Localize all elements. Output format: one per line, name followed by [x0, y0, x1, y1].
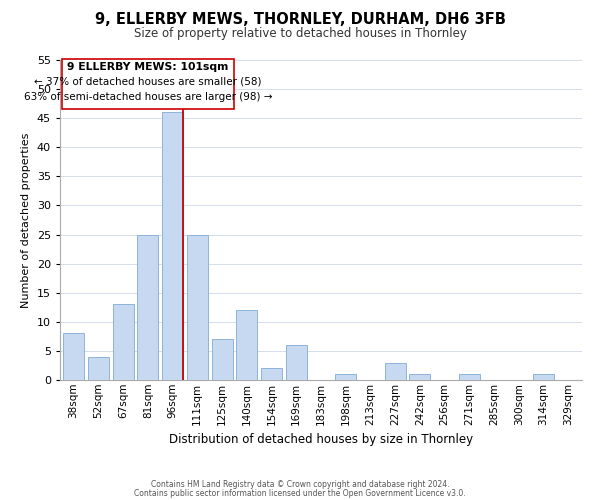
X-axis label: Distribution of detached houses by size in Thornley: Distribution of detached houses by size … — [169, 433, 473, 446]
Bar — [533, 374, 554, 380]
Bar — [286, 345, 307, 380]
Bar — [63, 334, 84, 380]
Text: Size of property relative to detached houses in Thornley: Size of property relative to detached ho… — [134, 28, 466, 40]
Bar — [385, 362, 406, 380]
Y-axis label: Number of detached properties: Number of detached properties — [21, 132, 31, 308]
Bar — [137, 234, 158, 380]
Bar — [409, 374, 430, 380]
Text: Contains HM Land Registry data © Crown copyright and database right 2024.: Contains HM Land Registry data © Crown c… — [151, 480, 449, 489]
Bar — [459, 374, 480, 380]
Bar — [335, 374, 356, 380]
Bar — [236, 310, 257, 380]
Bar — [62, 59, 234, 110]
Text: ← 37% of detached houses are smaller (58): ← 37% of detached houses are smaller (58… — [34, 76, 262, 86]
Bar — [113, 304, 134, 380]
Bar — [212, 340, 233, 380]
Bar — [88, 356, 109, 380]
Text: Contains public sector information licensed under the Open Government Licence v3: Contains public sector information licen… — [134, 490, 466, 498]
Bar — [187, 234, 208, 380]
Text: 63% of semi-detached houses are larger (98) →: 63% of semi-detached houses are larger (… — [23, 92, 272, 102]
Bar — [162, 112, 183, 380]
Bar — [261, 368, 282, 380]
Text: 9 ELLERBY MEWS: 101sqm: 9 ELLERBY MEWS: 101sqm — [67, 62, 229, 72]
Text: 9, ELLERBY MEWS, THORNLEY, DURHAM, DH6 3FB: 9, ELLERBY MEWS, THORNLEY, DURHAM, DH6 3… — [95, 12, 505, 28]
